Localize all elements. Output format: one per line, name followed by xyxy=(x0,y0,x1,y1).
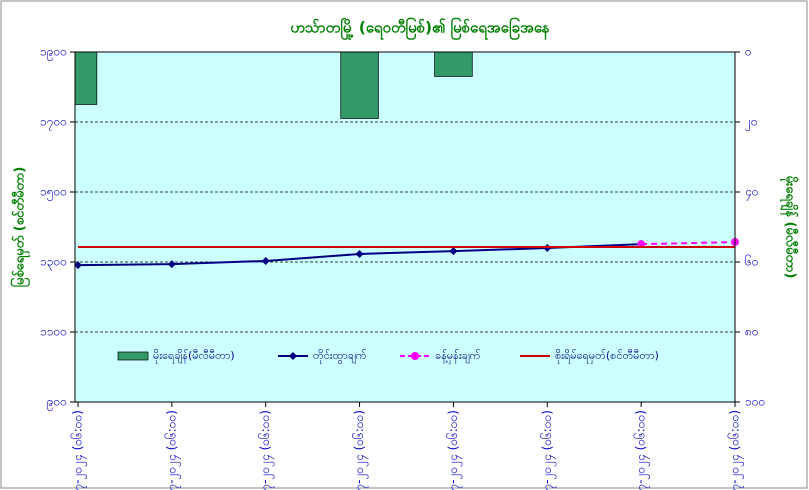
y-tick-label: ၁၉၀၀ xyxy=(40,45,67,62)
x-tick-label: ၂၂-၇-၂၀၂၄ (၀၆:၀၀) xyxy=(163,410,181,490)
rain-bar xyxy=(75,52,98,105)
y-tick-label: ၁၅၀၀ xyxy=(40,185,67,202)
point-marker xyxy=(449,247,458,256)
y-tick-label: ၁၁၀၀ xyxy=(40,325,67,339)
rain-bar xyxy=(434,52,473,77)
y-tick-label: ၁၇၀၀ xyxy=(40,115,67,132)
plot-area xyxy=(75,52,735,402)
point-marker xyxy=(74,261,82,270)
x-tick-label: ၂၃-၇-၂၀၂၄ (၀၆:၀၀) xyxy=(257,410,275,490)
y-tick-label: ၉၀၀ xyxy=(47,395,67,412)
point-marker xyxy=(167,260,176,269)
y2-tick-label: ၂၀ xyxy=(745,115,758,132)
rain-bar xyxy=(340,52,379,119)
y2-tick-label: ၆၀ xyxy=(745,254,759,269)
y2-tick-label: ၁၀၀ xyxy=(745,395,765,409)
x-tick-label: ၂၄-၇-၂၀၂၄ (၀၆:၀၀) xyxy=(351,410,369,490)
plot-border xyxy=(74,51,736,403)
x-tick-label: ၂၅-၇-၂၀၂၄ (၀၆:၀၀) xyxy=(445,410,463,490)
y2-axis-label: မိုးရေချိန် (မီလီမီတာ) xyxy=(780,176,800,279)
x-tick-label: ၂၈-၇-၂၀၂၄ (၀၆:၀၀) xyxy=(727,410,745,490)
x-tick-label: ၂၇-၇-၂၀၂၄ (၀၆:၀၀) xyxy=(633,410,651,490)
y-axis-label: မြစ်ရေမှတ် (စင်တီမီတာ) xyxy=(10,167,31,288)
legend-label: ခန့်မှန်းချက် xyxy=(435,349,481,364)
point-marker xyxy=(261,256,270,265)
point-marker xyxy=(355,249,364,258)
y2-tick-label: ၀ xyxy=(745,45,752,59)
plot-content xyxy=(75,52,473,119)
legend-marker xyxy=(289,352,297,360)
y2-tick-label: ၄၀ xyxy=(745,185,759,202)
x-tick-label: ၂၆-၇-၂၀၂၄ (၀၆:၀၀) xyxy=(539,410,557,490)
series-line xyxy=(641,241,736,246)
legend-marker xyxy=(411,352,419,360)
y-tick-label: ၁၃၀၀ xyxy=(40,255,67,272)
legend-swatch xyxy=(117,351,149,361)
y2-tick-label: ၈၀ xyxy=(745,325,759,339)
x-tick-label: ၂၁-၇-၂၀၂၄ (၀၆:၀၀) xyxy=(70,410,88,490)
legend-label: စိုးရိမ်ရေမှတ်(စင်တီမီတာ) xyxy=(555,349,659,364)
legend-label: တိုင်းထွာချက် xyxy=(313,349,367,364)
legend-label: မိုးရေချိန်(မီလီမီတာ) xyxy=(153,349,235,364)
